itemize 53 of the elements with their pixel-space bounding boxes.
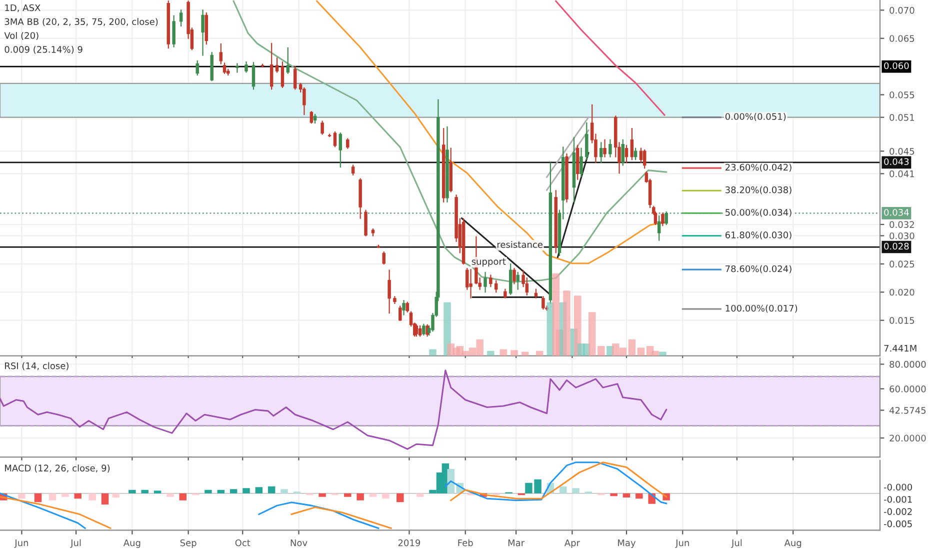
y-tick-label: 0.045 xyxy=(890,148,914,155)
text: 7.441M xyxy=(884,344,916,352)
y-tick-label: 0.051 xyxy=(890,114,914,121)
chart-title: 1D, ASX xyxy=(5,4,40,12)
x-tick-label: Jul xyxy=(731,539,742,548)
x-tick-label: Feb xyxy=(458,539,473,546)
x-tick-label: Sep xyxy=(180,539,196,548)
x-tick-label: Jun xyxy=(675,540,689,548)
y-tick-label: 0.030 xyxy=(890,232,914,240)
annotation: 78.60%(0.024) xyxy=(726,265,792,274)
chart-title: RSI (14, close) xyxy=(5,362,68,370)
y-tick-label: 0.020 xyxy=(890,288,914,296)
y-tick-label: 80.0000 xyxy=(890,360,926,368)
y-tick-label: 0.055 xyxy=(890,91,914,98)
chart-title: MACD (12, 26, close, 9) xyxy=(5,464,110,473)
y-tick-label: 42.5745 xyxy=(889,406,926,414)
annotation: 23.60%(0.042) xyxy=(725,164,792,172)
ref-line-label: 0.034 xyxy=(884,208,909,216)
y-tick-label: 60.0000 xyxy=(890,386,926,392)
x-tick-label: Nov xyxy=(290,540,308,546)
y-tick-label: 0.041 xyxy=(890,170,914,178)
x-tick-label: Aug xyxy=(784,540,802,548)
x-tick-label: Oct xyxy=(235,539,250,546)
annotation: 61.80%(0.030) xyxy=(725,231,792,240)
annotation: 0.009 (25.14%) 9 xyxy=(4,46,82,54)
annotation: support xyxy=(472,258,506,267)
y-tick-label: 0.015 xyxy=(890,317,914,324)
annotation: 50.00%(0.034) xyxy=(726,208,792,217)
annotation: 100.00%(0.017) xyxy=(726,304,798,313)
x-tick-label: 2019 xyxy=(398,539,420,546)
text: -0.002 xyxy=(884,508,912,516)
ref-line-label: 0.060 xyxy=(884,62,909,70)
annotation: 0.00%(0.051) xyxy=(725,112,786,121)
text: -0.005 xyxy=(884,520,912,528)
x-tick-label: Jul xyxy=(70,539,81,548)
y-tick-label: 20.0000 xyxy=(890,434,926,442)
annotation: resistance xyxy=(497,240,542,248)
x-tick-label: May xyxy=(618,540,636,548)
annotation: 38.20%(0.038) xyxy=(726,186,792,194)
y-tick-label: 0.065 xyxy=(890,35,914,42)
annotation: Vol (20) xyxy=(4,32,38,40)
x-tick-label: Apr xyxy=(564,540,580,548)
y-tick-label: 0.032 xyxy=(890,221,914,228)
text: -0.000 xyxy=(884,484,912,491)
annotation: 3MA BB (20, 2, 35, 75, 200, close) xyxy=(4,18,158,26)
x-tick-label: Jun xyxy=(14,540,28,548)
x-tick-label: Aug xyxy=(123,540,140,548)
x-tick-label: Mar xyxy=(508,540,525,546)
text: -0.001 xyxy=(884,496,912,503)
y-tick-label: 0.070 xyxy=(890,6,914,14)
ref-line-label: 0.028 xyxy=(884,242,909,250)
ref-line-label: 0.043 xyxy=(884,158,909,166)
y-tick-label: 0.025 xyxy=(890,260,914,268)
